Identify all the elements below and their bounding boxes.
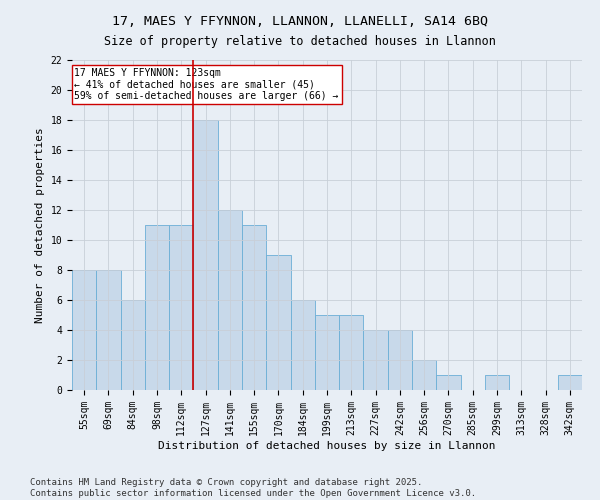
Text: Contains HM Land Registry data © Crown copyright and database right 2025.
Contai: Contains HM Land Registry data © Crown c… — [30, 478, 476, 498]
Bar — [169, 225, 193, 390]
Bar — [193, 120, 218, 390]
Text: 17 MAES Y FFYNNON: 123sqm
← 41% of detached houses are smaller (45)
59% of semi-: 17 MAES Y FFYNNON: 123sqm ← 41% of detac… — [74, 68, 339, 100]
Bar — [218, 210, 242, 390]
Bar — [72, 270, 96, 390]
Bar — [145, 225, 169, 390]
X-axis label: Distribution of detached houses by size in Llannon: Distribution of detached houses by size … — [158, 440, 496, 450]
Bar — [339, 315, 364, 390]
Bar — [315, 315, 339, 390]
Bar — [485, 375, 509, 390]
Bar — [364, 330, 388, 390]
Bar — [412, 360, 436, 390]
Bar — [290, 300, 315, 390]
Bar — [96, 270, 121, 390]
Text: Size of property relative to detached houses in Llannon: Size of property relative to detached ho… — [104, 35, 496, 48]
Bar — [266, 255, 290, 390]
Bar — [242, 225, 266, 390]
Bar — [558, 375, 582, 390]
Bar — [436, 375, 461, 390]
Bar — [388, 330, 412, 390]
Y-axis label: Number of detached properties: Number of detached properties — [35, 127, 45, 323]
Bar — [121, 300, 145, 390]
Text: 17, MAES Y FFYNNON, LLANNON, LLANELLI, SA14 6BQ: 17, MAES Y FFYNNON, LLANNON, LLANELLI, S… — [112, 15, 488, 28]
